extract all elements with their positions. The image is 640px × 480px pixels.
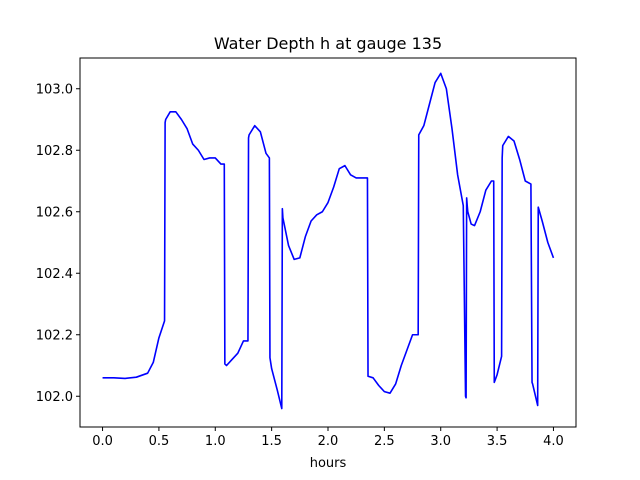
series-line-0 bbox=[102, 72, 555, 410]
x-tick-label: 1.5 bbox=[261, 434, 282, 449]
x-tick-label: 2.5 bbox=[374, 434, 395, 449]
plot-frame bbox=[79, 57, 577, 428]
x-tick-label: 3.5 bbox=[487, 434, 508, 449]
y-tick-label: 102.8 bbox=[36, 144, 73, 159]
x-tick-label: 3.0 bbox=[430, 434, 451, 449]
y-tick-label: 102.2 bbox=[36, 328, 73, 343]
y-tick-label: 102.0 bbox=[36, 390, 73, 405]
x-axis-label: hours bbox=[310, 456, 347, 471]
x-tick-label: 2.0 bbox=[318, 434, 339, 449]
plot-area bbox=[102, 72, 555, 410]
chart-title: Water Depth h at gauge 135 bbox=[214, 34, 442, 53]
y-tick-label: 103.0 bbox=[36, 82, 73, 97]
y-tick-label: 102.4 bbox=[36, 267, 73, 282]
x-tick-label: 0.5 bbox=[149, 434, 170, 449]
x-tick-label: 1.0 bbox=[205, 434, 226, 449]
x-axis-ticks: 0.0 0.5 1.0 1.5 2.0 2.5 3.0 3.5 4.0 bbox=[92, 427, 564, 449]
x-tick-label: 4.0 bbox=[543, 434, 564, 449]
y-tick-label: 102.6 bbox=[36, 205, 73, 220]
x-tick-label: 0.0 bbox=[92, 434, 113, 449]
y-axis-ticks: 102.0 102.2 102.4 102.6 102.8 103.0 bbox=[36, 82, 80, 405]
